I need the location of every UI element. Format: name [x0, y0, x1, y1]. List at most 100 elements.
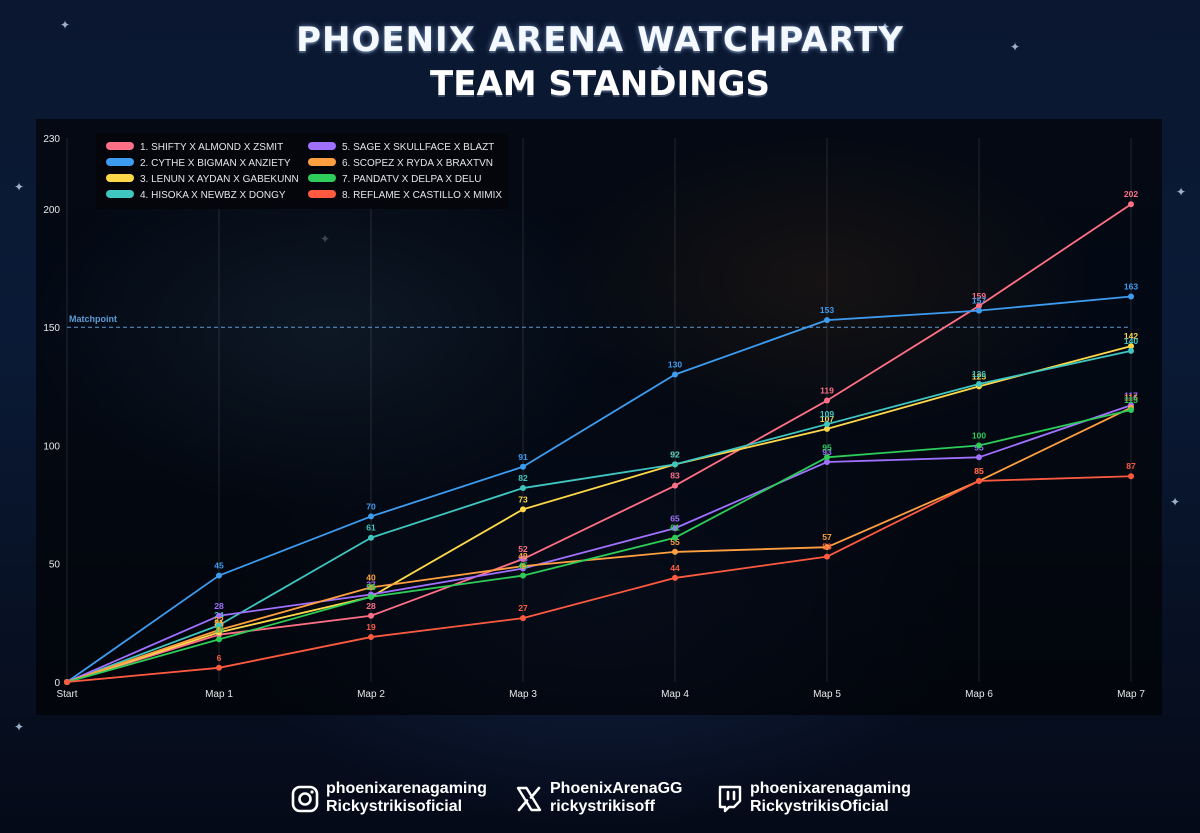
data-point — [824, 421, 830, 428]
data-label: 163 — [1124, 281, 1138, 291]
legend-item[interactable]: 8. REFLAME X CASTILLO X MIMIX — [308, 190, 502, 202]
y-tick-label: 100 — [43, 441, 60, 452]
page-subtitle: TEAM STANDINGS — [430, 64, 770, 104]
data-label: 95 — [822, 442, 832, 452]
data-label: 19 — [366, 622, 376, 632]
data-point — [672, 525, 678, 532]
series-line — [66, 475, 1132, 683]
data-point — [824, 553, 830, 560]
data-label: 87 — [1126, 461, 1136, 471]
data-point — [1128, 347, 1134, 354]
instagram-line1: phoenixarenagaming — [326, 780, 487, 797]
star-decoration: ✦ — [14, 180, 25, 194]
y-tick-label: 230 — [43, 134, 60, 145]
data-label: 157 — [972, 296, 986, 306]
data-label: 28 — [214, 601, 224, 611]
series-line — [66, 349, 1132, 683]
chart-legend: 1. SHIFTY X ALMOND X ZSMIT 2. CYTHE X BIG… — [96, 134, 508, 209]
legend-item[interactable]: 6. SCOPEZ X RYDA X BRAXTVN — [308, 158, 493, 170]
data-point — [520, 556, 526, 563]
data-label: 125 — [972, 371, 986, 381]
x-tick-label: Map 3 — [509, 689, 537, 700]
legend-swatch — [308, 142, 336, 151]
data-label: 91 — [518, 452, 528, 462]
data-label: 92 — [670, 449, 680, 459]
data-point — [824, 454, 830, 461]
data-label: 18 — [214, 624, 224, 634]
star-decoration: ✦ — [655, 62, 666, 76]
data-point — [824, 544, 830, 551]
data-point — [976, 307, 982, 314]
data-point — [1128, 201, 1134, 208]
data-label: 100 — [972, 430, 986, 440]
x-tick-label: Map 6 — [965, 689, 993, 700]
data-label: 61 — [366, 523, 376, 533]
footer: phoenixarenagaming Rickystrikisoficial P… — [0, 778, 1200, 828]
legend-swatch — [106, 142, 134, 151]
data-point — [64, 679, 70, 685]
data-label: 119 — [820, 386, 834, 396]
legend-label: 7. PANDATV X DELPA X DELU — [342, 174, 482, 185]
legend-item[interactable]: 3. LENUN X AYDAN X GABEKUNN — [106, 174, 299, 186]
data-point — [824, 459, 830, 466]
data-label: 45 — [518, 561, 528, 571]
legend-item[interactable]: 4. HISOKA X NEWBZ X DONGY — [106, 190, 286, 202]
legend-label: 5. SAGE X SKULLFACE X BLAZT — [342, 142, 495, 153]
star-decoration: ✦ — [1010, 40, 1021, 54]
x-tick-label: Map 7 — [1117, 689, 1145, 700]
legend-label: 4. HISOKA X NEWBZ X DONGY — [140, 190, 286, 201]
legend-item[interactable]: 7. PANDATV X DELPA X DELU — [308, 174, 482, 186]
series-line — [66, 404, 1132, 683]
legend-swatch — [106, 190, 134, 199]
data-label: 48 — [518, 553, 528, 563]
x-line2: rickystrikisoff — [550, 798, 655, 815]
data-label: 70 — [366, 501, 376, 511]
data-point — [216, 612, 222, 619]
header: PHOENIX ARENA WATCHPARTY TEAM STANDINGS — [0, 18, 1200, 106]
legend-item[interactable]: 1. SHIFTY X ALMOND X ZSMIT — [106, 142, 283, 154]
instagram-line2: Rickystrikisoficial — [326, 798, 463, 815]
data-point — [672, 461, 678, 468]
data-label: 45 — [214, 561, 224, 571]
legend-item[interactable]: 2. CYTHE X BIGMAN X ANZIETY — [106, 158, 291, 170]
data-label: 40 — [366, 572, 376, 582]
data-label: 93 — [822, 447, 832, 457]
y-tick-label: 0 — [54, 678, 60, 689]
data-label: 107 — [820, 414, 834, 424]
star-decoration: ✦ — [60, 18, 71, 32]
data-label: 73 — [518, 494, 528, 504]
data-point — [824, 397, 830, 404]
twitch-text: phoenixarenagaming RickystrikisOficial — [750, 780, 911, 816]
series-line — [66, 203, 1132, 683]
twitch-line1: phoenixarenagaming — [750, 780, 911, 797]
data-label: 65 — [670, 513, 680, 523]
series-line — [66, 406, 1132, 683]
series-line — [66, 409, 1132, 683]
y-tick-label: 150 — [43, 323, 60, 334]
series-line — [66, 345, 1132, 683]
data-label: 6 — [217, 653, 222, 663]
star-decoration: ✦ — [1176, 185, 1187, 199]
data-label: 57 — [822, 532, 832, 542]
data-point — [1128, 343, 1134, 350]
x-tick-label: Map 5 — [813, 689, 841, 700]
data-label: 153 — [820, 305, 834, 315]
data-label: 140 — [1124, 336, 1138, 346]
data-point — [672, 548, 678, 555]
data-label: 126 — [972, 369, 986, 379]
data-label: 130 — [668, 360, 682, 370]
data-point — [368, 612, 374, 619]
y-tick-label: 50 — [49, 560, 61, 571]
data-label: 27 — [518, 603, 528, 613]
data-label: 85 — [974, 466, 984, 476]
data-point — [368, 593, 374, 600]
data-point — [672, 534, 678, 541]
data-point — [216, 636, 222, 643]
x-tick-label: Map 2 — [357, 689, 385, 700]
legend-item[interactable]: 5. SAGE X SKULLFACE X BLAZT — [308, 142, 494, 154]
legend-label: 1. SHIFTY X ALMOND X ZSMIT — [140, 142, 284, 153]
legend-swatch — [106, 158, 134, 167]
legend-label: 8. REFLAME X CASTILLO X MIMIX — [342, 190, 503, 201]
data-label: 55 — [670, 537, 680, 547]
